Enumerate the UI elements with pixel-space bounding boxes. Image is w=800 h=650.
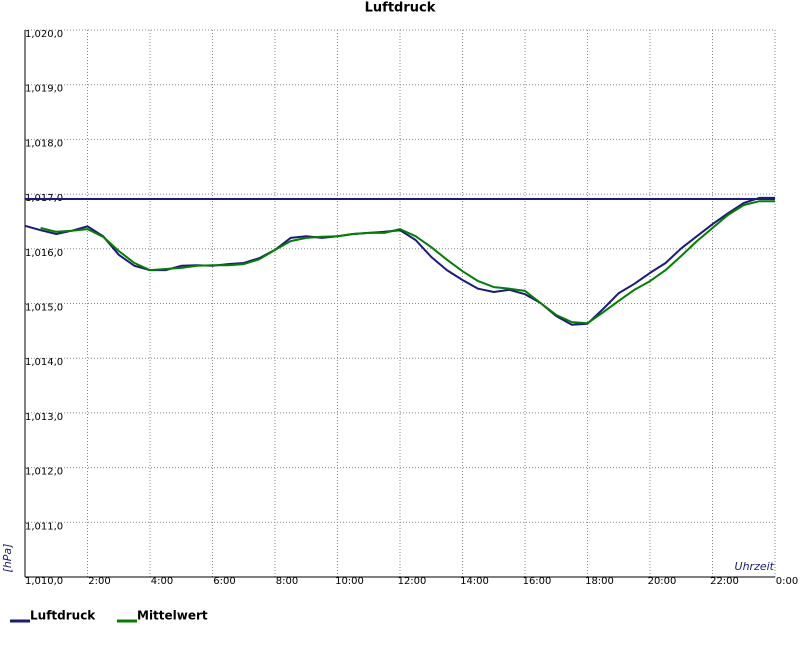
x-tick-label: 4:00 xyxy=(151,576,173,587)
x-tick-label: 20:00 xyxy=(648,576,677,587)
x-tick-label: 16:00 xyxy=(523,576,552,587)
x-tick-label: 18:00 xyxy=(585,576,614,587)
x-tick-label: 2:00 xyxy=(88,576,110,587)
y-tick-label: 1,016,0 xyxy=(25,248,63,259)
y-tick-label: 1,020,0 xyxy=(25,29,63,40)
y-tick-label: 1,018,0 xyxy=(25,138,63,149)
x-tick-label: 12:00 xyxy=(398,576,427,587)
x-tick-label: 10:00 xyxy=(335,576,364,587)
y-tick-label: 1,014,0 xyxy=(25,357,63,368)
x-tick-label: 0:00 xyxy=(776,576,798,587)
y-tick-label: 1,019,0 xyxy=(25,84,63,95)
y-tick-label: 1,011,0 xyxy=(25,521,63,532)
x-axis-label: Uhrzeit xyxy=(735,560,775,573)
legend-label: Luftdruck xyxy=(30,609,96,623)
x-tick-label: 8:00 xyxy=(276,576,298,587)
x-tick-label: 22:00 xyxy=(710,576,739,587)
series-line xyxy=(40,200,775,325)
y-tick-label: 1,012,0 xyxy=(25,467,63,478)
x-tick-label: 6:00 xyxy=(213,576,235,587)
chart-title: Luftdruck xyxy=(365,1,436,16)
x-tick-label: 14:00 xyxy=(460,576,489,587)
y-tick-label: 1,010,0 xyxy=(25,576,63,587)
y-tick-label: 1,015,0 xyxy=(25,303,63,314)
y-axis-label: [hPa] xyxy=(1,544,14,573)
legend-label: Mittelwert xyxy=(137,609,208,623)
y-tick-label: 1,013,0 xyxy=(25,412,63,423)
